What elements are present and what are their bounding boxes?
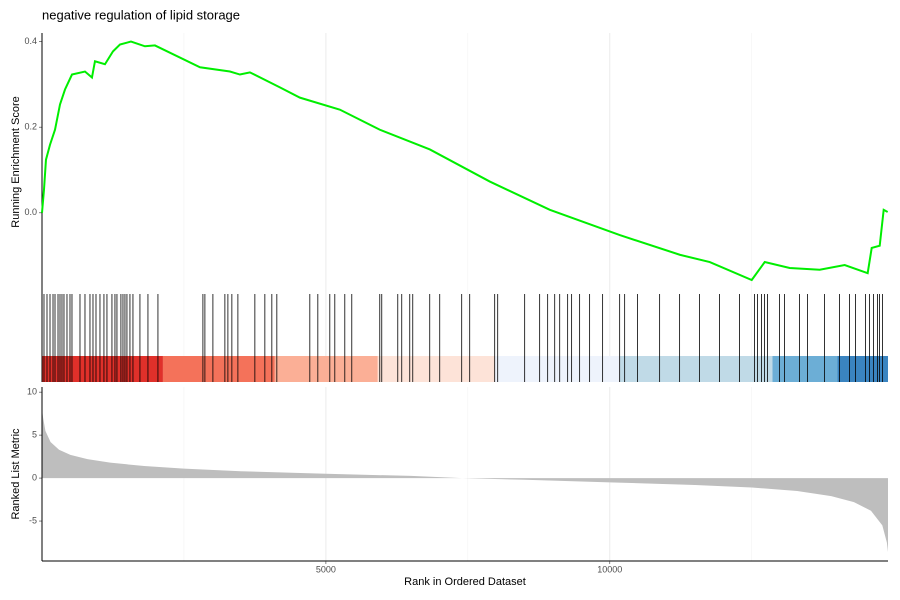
y-tick-label: -5 xyxy=(29,515,37,525)
rank-band xyxy=(377,356,495,382)
y-axis-label: Ranked List Metric xyxy=(10,428,22,520)
x-tick-label: 5000 xyxy=(316,564,336,574)
y-axis-label: Running Enrichment Score xyxy=(10,96,22,227)
y-tick-label: 0.4 xyxy=(24,36,37,46)
rank-band xyxy=(619,356,773,382)
ranked-metric-area xyxy=(42,409,888,552)
chart-title: negative regulation of lipid storage xyxy=(42,7,240,22)
rank-band xyxy=(837,356,888,382)
y-tick-label: 0.2 xyxy=(24,122,37,132)
y-tick-label: 10 xyxy=(27,387,37,397)
rank-band xyxy=(772,356,838,382)
y-tick-label: 0.0 xyxy=(24,207,37,217)
y-tick-label: 5 xyxy=(32,429,37,439)
x-axis-label: Rank in Ordered Dataset xyxy=(404,576,526,588)
rank-band xyxy=(494,356,620,382)
y-tick-label: 0 xyxy=(32,472,37,482)
running-score-line xyxy=(41,40,889,282)
rank-band xyxy=(274,356,378,382)
rank-band xyxy=(162,356,275,382)
x-tick-label: 10000 xyxy=(597,564,622,574)
